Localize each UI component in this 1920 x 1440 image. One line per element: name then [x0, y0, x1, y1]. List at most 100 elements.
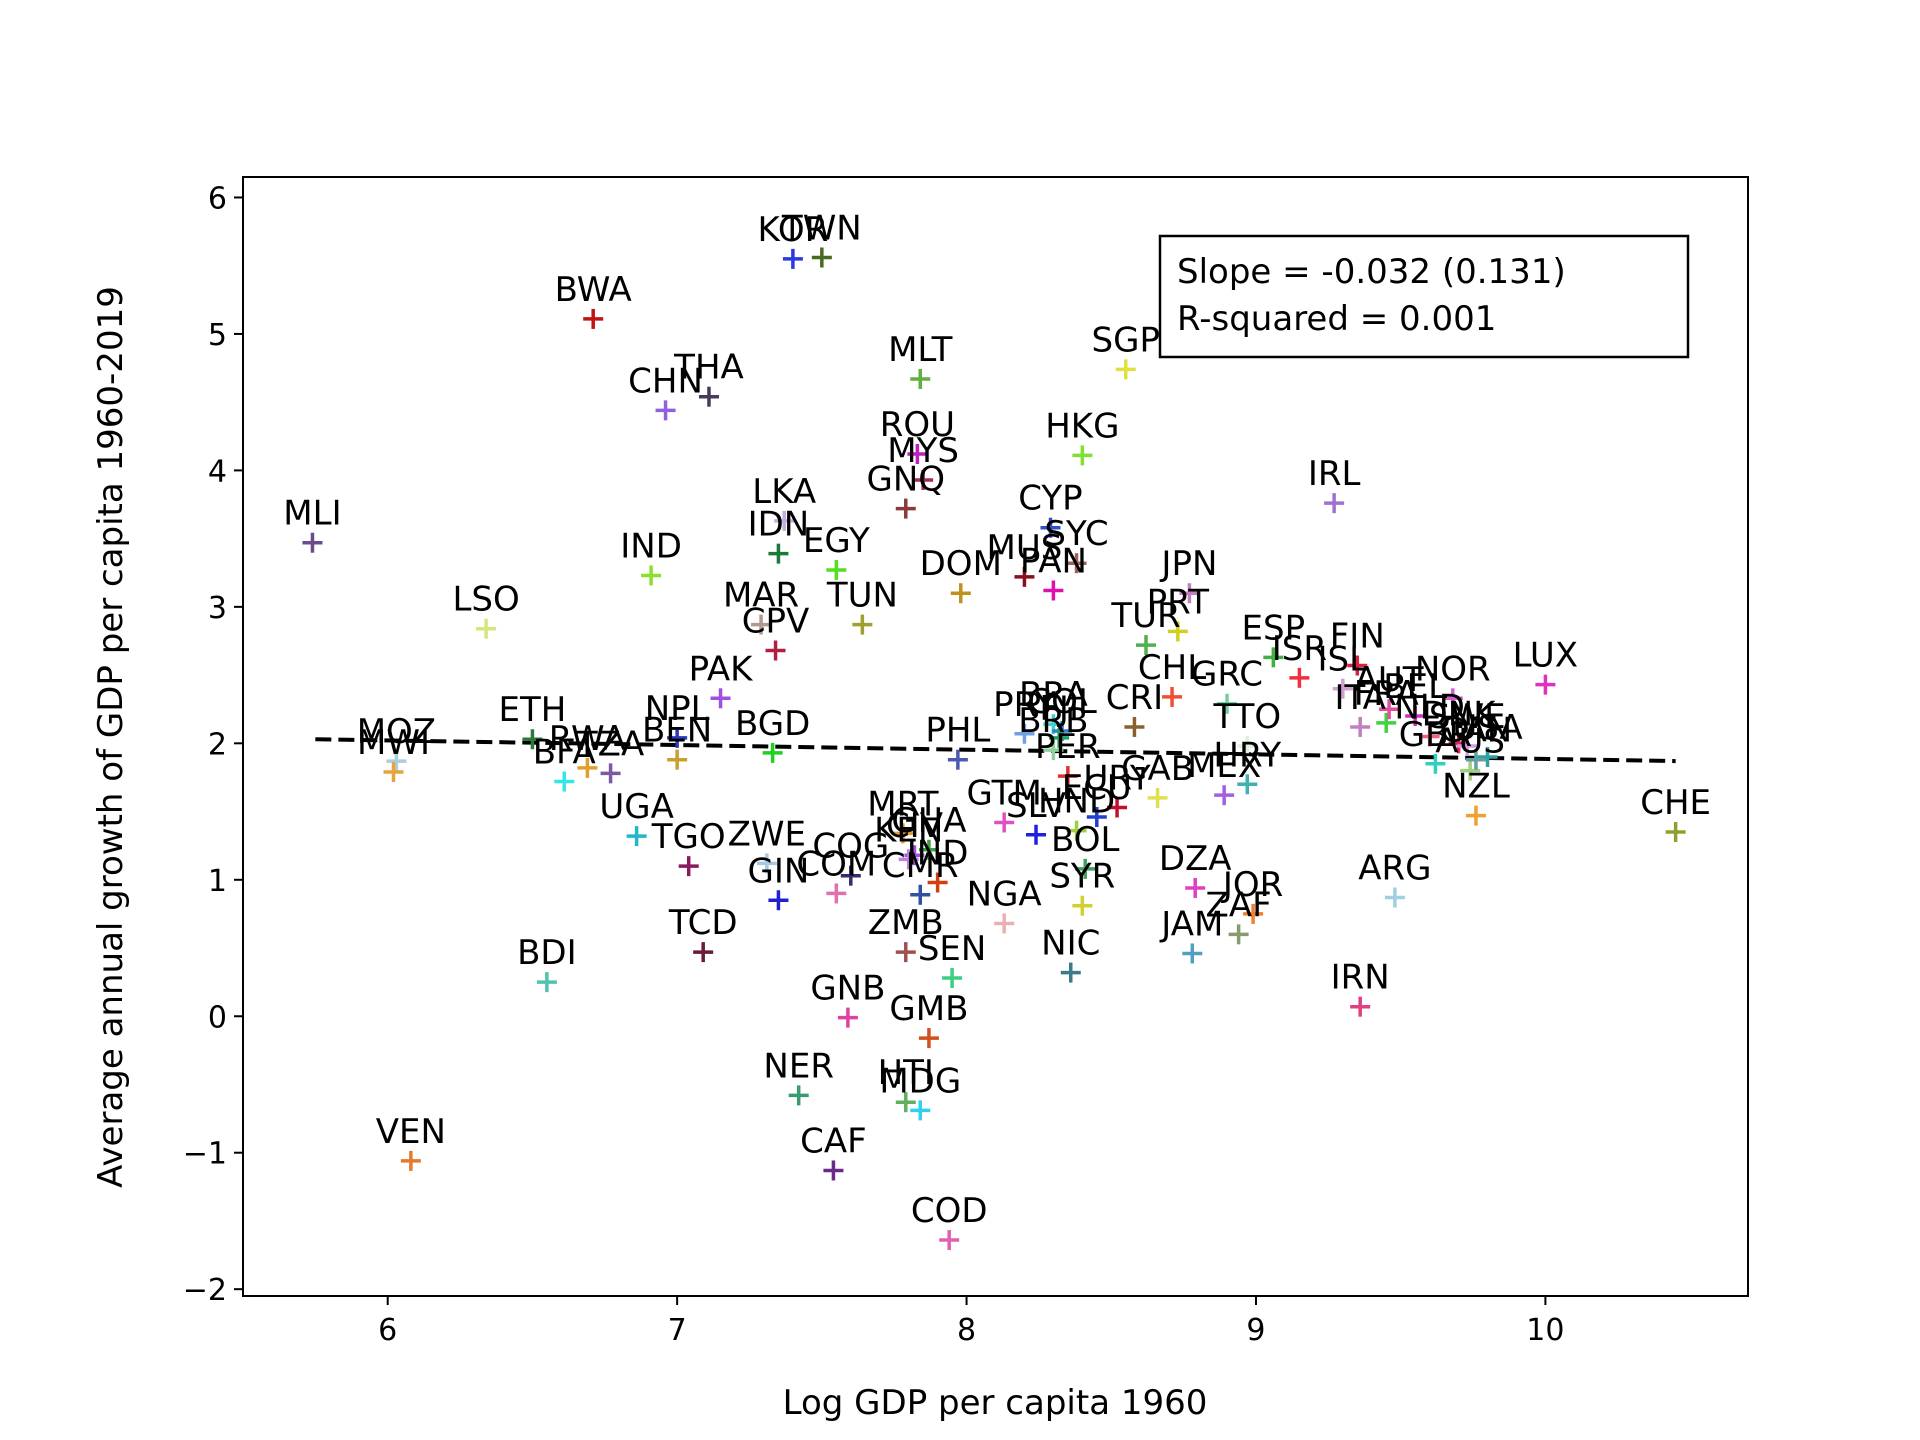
data-point: [1263, 647, 1284, 668]
point-label: CYP: [1018, 479, 1082, 519]
point-label: IRN: [1331, 958, 1390, 998]
data-point: [641, 565, 662, 586]
point-label: EGY: [803, 521, 870, 561]
point-label: MYS: [887, 431, 959, 471]
point-label: BWA: [555, 270, 632, 310]
point-label: TUR: [1110, 596, 1180, 636]
data-point: [522, 729, 543, 750]
point-label: ECU: [1062, 768, 1132, 808]
stats-annotation-box: Slope = -0.032 (0.131) R-squared = 0.001: [1158, 234, 1690, 359]
point-label: ITA: [1334, 678, 1385, 718]
data-point: [536, 972, 557, 993]
point-label: NIC: [1041, 924, 1100, 964]
point-label: NER: [763, 1046, 834, 1086]
point-label: AUT: [1355, 660, 1424, 700]
data-point: [918, 839, 939, 860]
data-point: [837, 1007, 858, 1028]
point-label: PER: [1035, 727, 1101, 767]
point-label: ETH: [499, 690, 567, 730]
data-point: [583, 308, 604, 329]
point-label: GBR: [1399, 715, 1472, 755]
data-point: [947, 749, 968, 770]
point-label: DZA: [1159, 839, 1232, 879]
data-point: [667, 727, 688, 748]
data-point: [1243, 903, 1264, 924]
data-point: [1124, 716, 1145, 737]
stats-slope-text: Slope = -0.032 (0.131): [1177, 252, 1566, 292]
point-label: MEX: [1187, 746, 1261, 786]
data-point: [1107, 797, 1128, 818]
point-label: SYC: [1044, 514, 1108, 554]
data-point: [1147, 787, 1168, 808]
data-point: [1289, 667, 1310, 688]
stats-rsquared-text: R-squared = 0.001: [1177, 299, 1496, 339]
point-label: GNQ: [867, 460, 946, 500]
point-label: TCD: [668, 903, 738, 943]
data-point: [678, 856, 699, 877]
point-label: SEN: [918, 929, 987, 969]
data-point: [751, 614, 772, 635]
point-label: JOR: [1221, 865, 1283, 905]
point-label: CHE: [1640, 783, 1711, 823]
point-label: PHL: [925, 711, 990, 751]
data-point: [1066, 553, 1087, 574]
data-point: [1465, 749, 1486, 770]
data-point: [1535, 674, 1556, 695]
data-point: [1379, 699, 1400, 720]
point-label: SGP: [1092, 320, 1160, 360]
data-point: [910, 884, 931, 905]
data-point: [302, 532, 323, 553]
data-point: [1384, 887, 1405, 908]
point-label: SWE: [1429, 697, 1506, 737]
point-label: COL: [1027, 682, 1097, 722]
data-point: [600, 763, 621, 784]
point-label: JPN: [1159, 544, 1217, 584]
point-label: BFA: [533, 733, 596, 773]
point-label: URY: [1084, 758, 1151, 798]
point-label: ZAF: [1206, 885, 1272, 925]
data-point: [1237, 774, 1258, 795]
y-axis-ticks: −2 −1 0 1 2 3 4 5 6: [183, 181, 243, 1308]
data-point: [1014, 723, 1035, 744]
data-point: [898, 849, 919, 870]
point-label: BDI: [517, 933, 577, 973]
x-axis-label: Log GDP per capita 1960: [783, 1383, 1208, 1423]
data-point: [1448, 733, 1469, 754]
data-point: [1442, 688, 1463, 709]
data-point: [768, 890, 789, 911]
point-label: LSO: [452, 580, 519, 620]
point-label: NZL: [1442, 767, 1510, 807]
data-point: [939, 1230, 960, 1251]
point-label: KEN: [874, 810, 943, 850]
point-label: IND: [620, 526, 682, 566]
point-label: MDG: [879, 1061, 961, 1101]
data-point: [1136, 635, 1156, 656]
point-label: GHA: [891, 801, 966, 841]
data-point: [774, 510, 795, 531]
point-label: MWI: [357, 723, 430, 763]
point-label: DOM: [920, 544, 1002, 584]
data-point: [1376, 712, 1397, 733]
stats-box-frame: [1158, 234, 1690, 359]
point-label: MLI: [283, 494, 341, 534]
point-label: NGA: [967, 874, 1042, 914]
data-point: [1347, 655, 1368, 676]
data-point: [1228, 924, 1249, 945]
data-point: [698, 386, 719, 407]
point-label: MAR: [723, 576, 799, 616]
point-label: PAK: [689, 649, 755, 689]
data-point: [895, 1092, 916, 1113]
point-label: GIN: [748, 851, 810, 891]
point-label: ZWE: [728, 814, 806, 854]
point-label: CHN: [628, 361, 703, 401]
data-point: [1182, 943, 1203, 964]
data-point: [823, 1160, 844, 1181]
data-point: [892, 823, 913, 844]
data-point: [852, 614, 873, 635]
data-point: [1350, 996, 1371, 1017]
data-point: [1214, 785, 1235, 806]
x-tick-label: 8: [957, 1313, 976, 1348]
data-point: [1185, 877, 1206, 898]
data-point: [788, 1085, 809, 1106]
